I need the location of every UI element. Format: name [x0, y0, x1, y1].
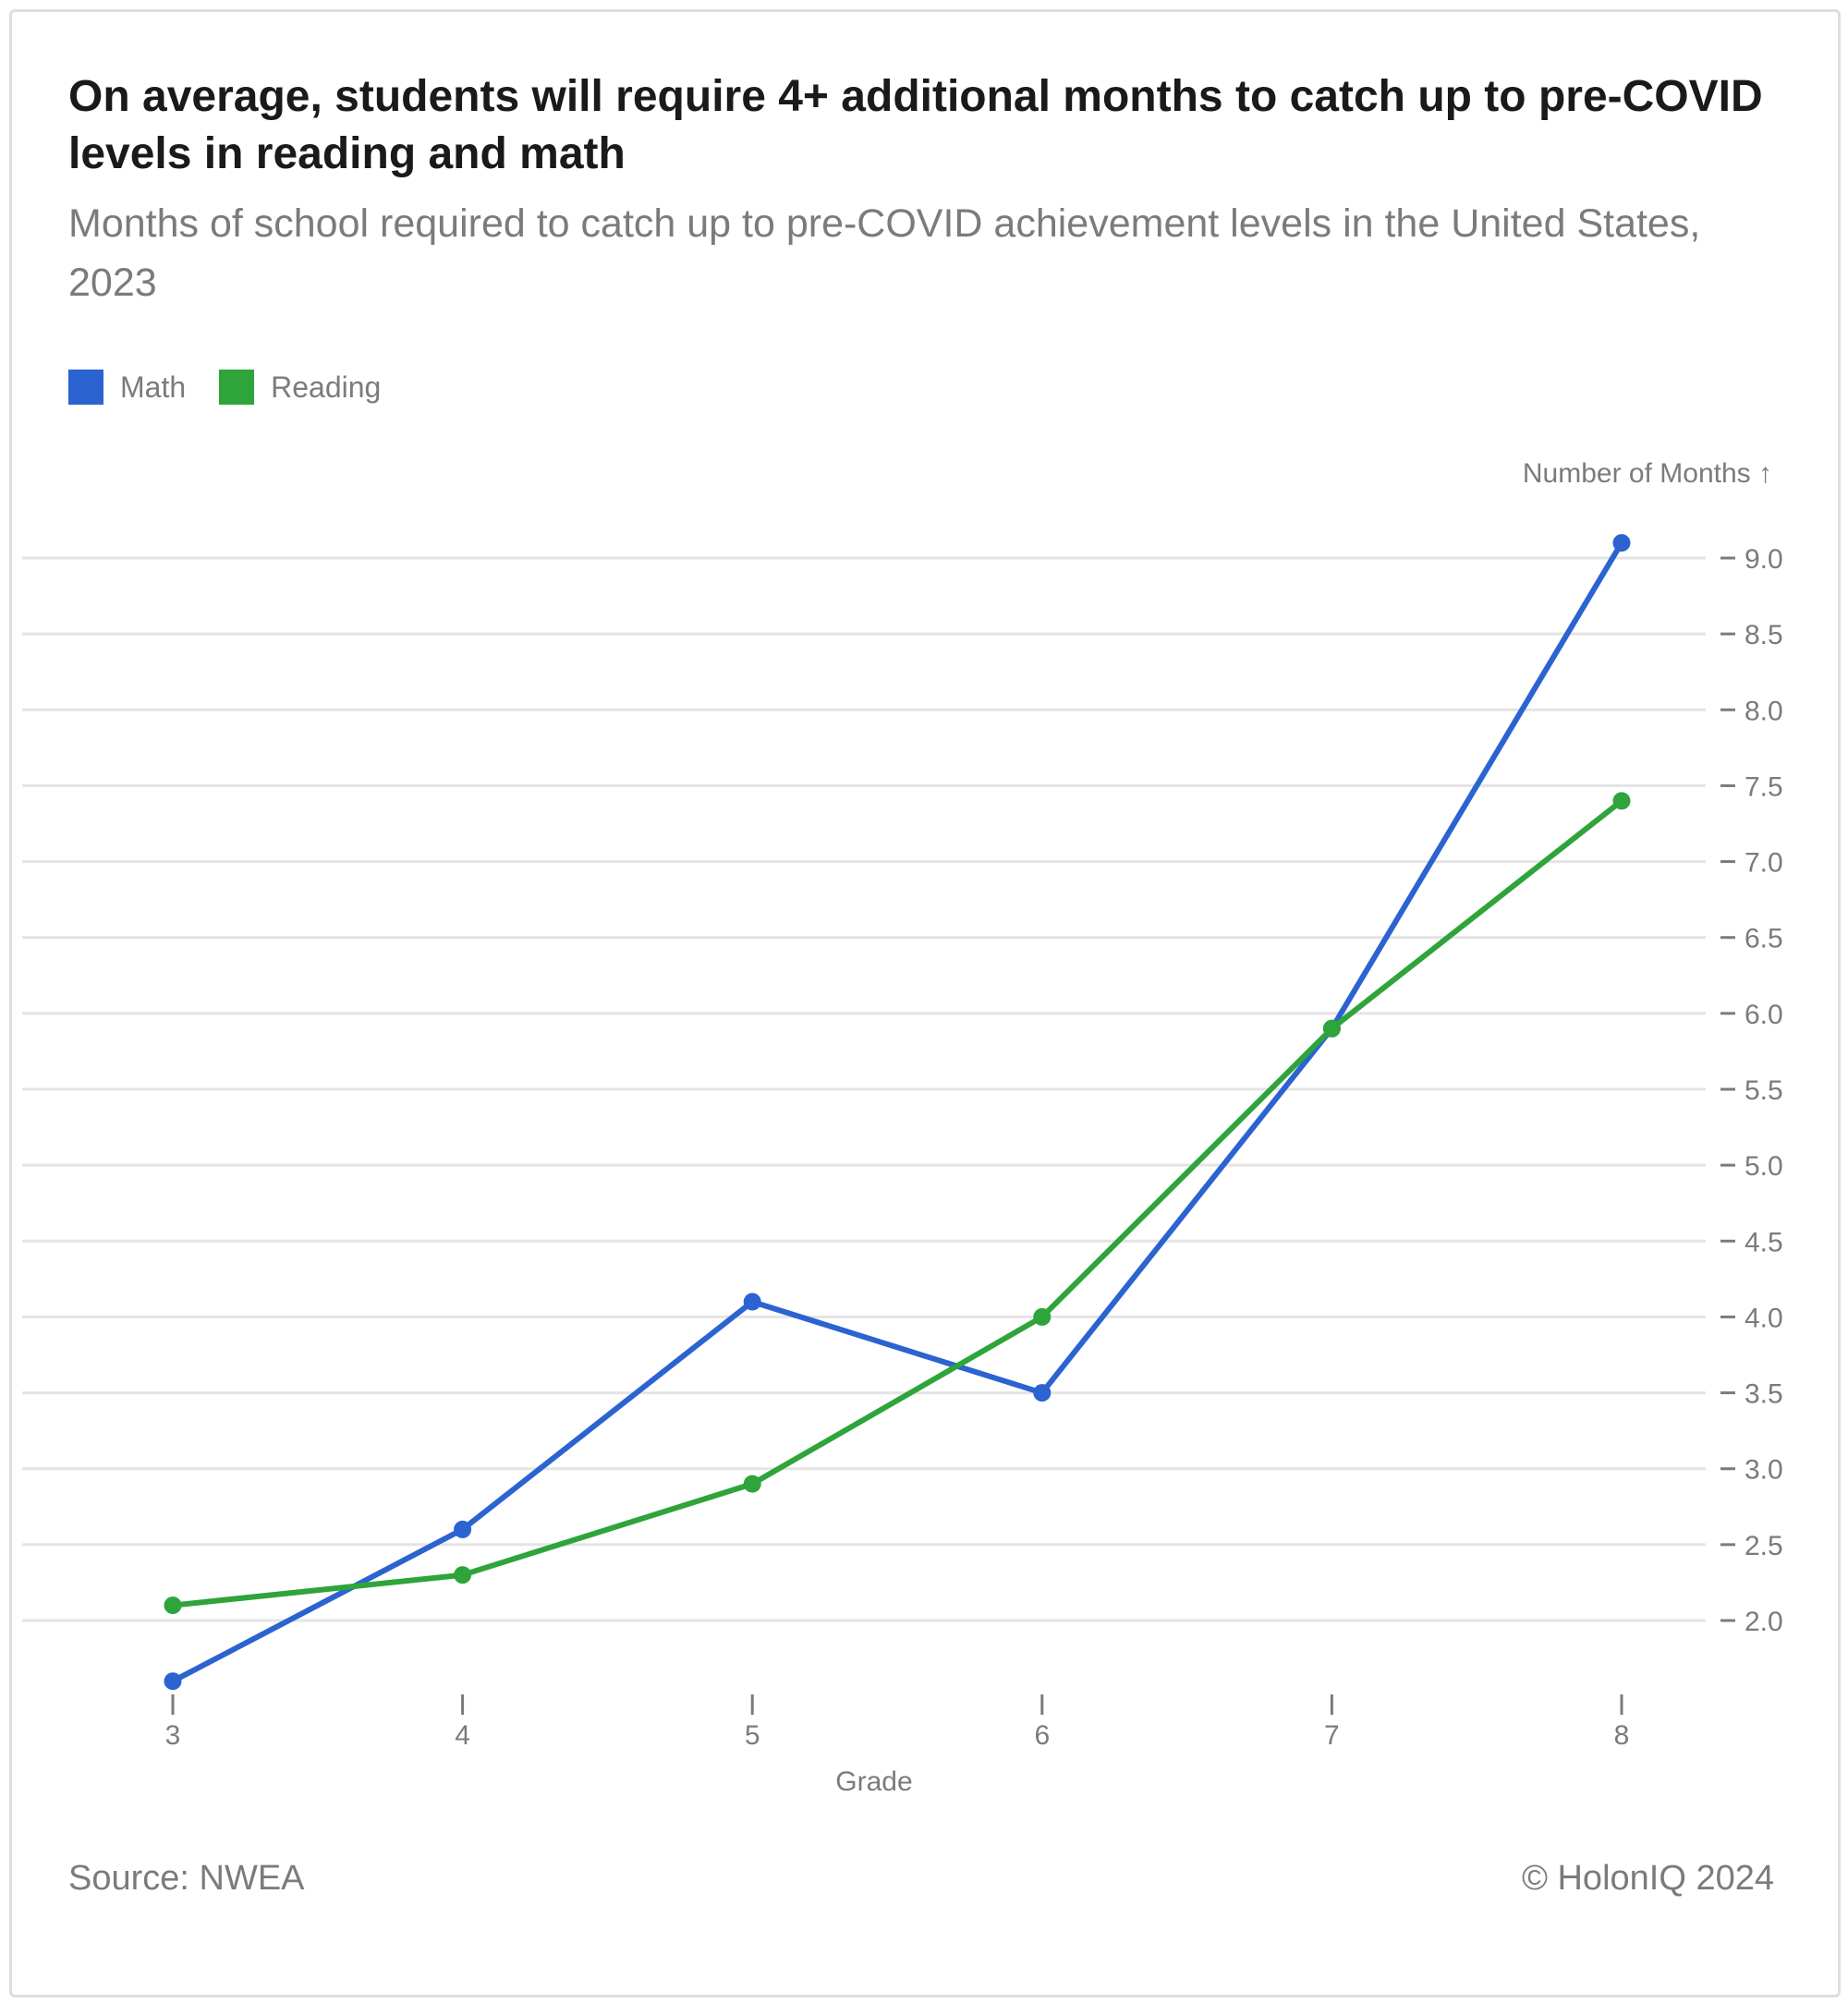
- legend-label-reading: Reading: [271, 370, 382, 404]
- x-tick-label: 7: [1324, 1720, 1340, 1751]
- data-point-reading[interactable]: [454, 1566, 472, 1584]
- y-tick-label: 7.5: [1745, 771, 1783, 802]
- y-tick-label: 5.0: [1745, 1151, 1783, 1182]
- chart-subtitle: Months of school required to catch up to…: [68, 201, 1701, 305]
- x-tick-label: 5: [745, 1720, 760, 1751]
- y-tick-label: 7.0: [1745, 848, 1783, 879]
- legend-item-reading[interactable]: Reading: [219, 370, 381, 405]
- series-line-math: [170, 540, 1624, 1684]
- y-tick-label: 8.5: [1745, 620, 1783, 650]
- y-tick-label: 6.5: [1745, 924, 1783, 954]
- y-tick-label: 8.0: [1745, 696, 1783, 726]
- y-axis: 2.0 2.5 3.0 3.5 4.0 4.5 5.0 5.5 6.0 6.5 7.0 7.5 8.0 8…: [1720, 544, 1783, 1637]
- data-point-reading[interactable]: [1322, 1019, 1341, 1038]
- y-tick-label: 5.5: [1745, 1075, 1783, 1106]
- x-axis-label: Grade: [835, 1766, 912, 1797]
- source-note: Source: NWEA: [68, 1859, 305, 1898]
- y-axis-label: Number of Months ↑: [1523, 458, 1772, 489]
- x-axis: 3 4 5 6 7 8: [165, 1694, 1630, 1751]
- legend-swatch-math: [68, 370, 103, 405]
- legend: Math Reading: [68, 370, 414, 405]
- data-point-math[interactable]: [454, 1520, 472, 1538]
- y-tick-label: 6.0: [1745, 1000, 1783, 1030]
- chart-card: [9, 9, 1841, 1997]
- y-tick-label: 3.0: [1745, 1455, 1783, 1486]
- chart-title: On average, students will require 4+ add…: [68, 72, 1763, 178]
- data-point-math[interactable]: [743, 1293, 761, 1311]
- legend-swatch-reading: [219, 370, 255, 405]
- data-point-reading[interactable]: [1612, 792, 1631, 810]
- data-point-reading[interactable]: [164, 1596, 182, 1615]
- series-line-reading: [170, 797, 1624, 1608]
- y-tick-label: 2.5: [1745, 1531, 1783, 1561]
- data-point-math[interactable]: [1033, 1384, 1052, 1402]
- data-point-reading[interactable]: [1033, 1307, 1052, 1326]
- y-tick-label: 4.5: [1745, 1227, 1783, 1257]
- x-tick-label: 4: [455, 1720, 470, 1751]
- copyright-note: © HolonIQ 2024: [1521, 1859, 1774, 1898]
- data-point-math[interactable]: [164, 1672, 182, 1691]
- y-tick-label: 9.0: [1745, 544, 1783, 575]
- series: [164, 534, 1631, 1691]
- x-tick-label: 8: [1614, 1720, 1630, 1751]
- legend-item-math[interactable]: Math: [68, 370, 186, 405]
- y-tick-label: 4.0: [1745, 1303, 1783, 1333]
- x-tick-label: 6: [1034, 1720, 1050, 1751]
- data-point-reading[interactable]: [743, 1475, 761, 1493]
- y-tick-label: 3.5: [1745, 1379, 1783, 1410]
- gridlines: [22, 556, 1706, 1622]
- x-tick-label: 3: [165, 1720, 181, 1751]
- data-point-math[interactable]: [1612, 534, 1631, 552]
- y-tick-label: 2.0: [1745, 1607, 1783, 1637]
- legend-label-math: Math: [120, 370, 187, 404]
